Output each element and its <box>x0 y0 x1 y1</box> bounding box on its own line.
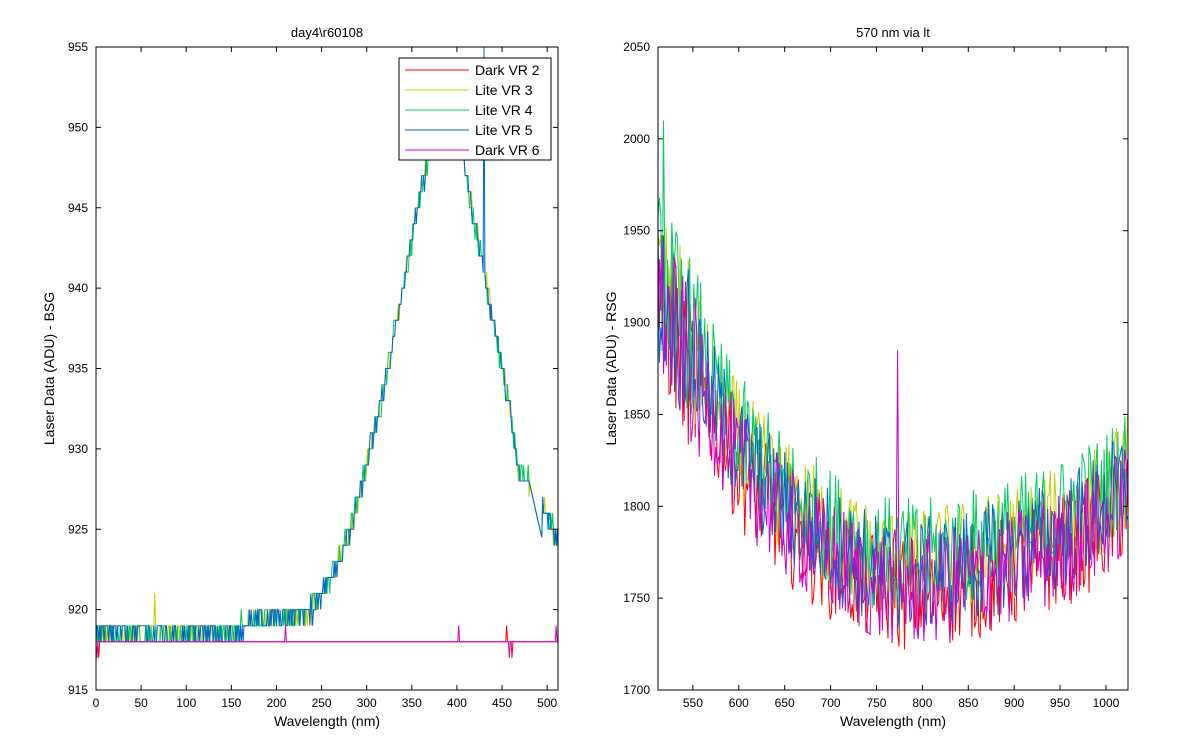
y-tick-label: 1800 <box>623 499 650 513</box>
y-axis-label: Laser Data (ADU) - RSG <box>603 291 619 445</box>
y-tick-label: 915 <box>68 683 88 697</box>
y-tick-label: 1750 <box>623 591 650 605</box>
x-tick-label: 650 <box>775 696 795 710</box>
chart-title: day4\r60108 <box>291 25 363 40</box>
legend-label: Lite VR 4 <box>475 102 533 118</box>
legend-label: Lite VR 3 <box>475 82 533 98</box>
chart-panel-1: 0 50 100 150 200 250 300 350 400 450 500 915 920 925 9… <box>41 25 559 729</box>
legend-box <box>398 57 552 161</box>
legend-label: Lite VR 5 <box>475 122 533 138</box>
x-tick-label: 200 <box>266 696 286 710</box>
x-tick-label: 400 <box>447 696 467 710</box>
x-tick-label: 350 <box>402 696 422 710</box>
x-tick-label: 100 <box>176 696 196 710</box>
x-tick-label: 50 <box>134 696 148 710</box>
y-axis-label: Laser Data (ADU) - BSG <box>41 292 57 445</box>
x-tick-label: 1000 <box>1093 696 1120 710</box>
y-tick-label: 945 <box>68 201 88 215</box>
x-tick-label: 950 <box>1050 696 1070 710</box>
x-tick-label: 600 <box>729 696 749 710</box>
x-tick-label: 550 <box>683 696 703 710</box>
legend-label: Dark VR 2 <box>475 62 540 78</box>
x-tick-label: 250 <box>312 696 332 710</box>
series-group <box>96 47 558 658</box>
series-line-magenta <box>658 238 1128 643</box>
y-tick-label: 920 <box>68 603 88 617</box>
y-tick-label: 935 <box>68 362 88 376</box>
x-tick-label: 700 <box>821 696 841 710</box>
chart-panel-2: 550 600 650 700 750 800 850 900 950 1000 1700 1750 1… <box>603 25 1129 729</box>
x-tick-label: 750 <box>866 696 886 710</box>
y-tick-label: 1700 <box>623 683 650 697</box>
x-tick-label: 300 <box>357 696 377 710</box>
axes-box <box>657 46 1129 691</box>
legend-label: Dark VR 6 <box>475 142 540 158</box>
x-tick-label: 800 <box>912 696 932 710</box>
x-tick-label: 850 <box>958 696 978 710</box>
series-line-dark-vr-6 <box>96 625 558 658</box>
series-group <box>658 120 1128 650</box>
x-axis-label: Wavelength (nm) <box>840 713 946 729</box>
y-tick-label: 940 <box>68 281 88 295</box>
x-tick-label: 900 <box>1004 696 1024 710</box>
y-tick-label: 955 <box>68 40 88 54</box>
x-tick-label: 450 <box>492 696 512 710</box>
y-tick-label: 2000 <box>623 132 650 146</box>
y-tick-label: 1900 <box>623 316 650 330</box>
y-tick-label: 2050 <box>623 40 650 54</box>
x-tick-label: 500 <box>537 696 557 710</box>
y-tick-label: 925 <box>68 522 88 536</box>
y-tick-label: 1850 <box>623 407 650 421</box>
series-line-lite-vr-5 <box>96 47 558 643</box>
y-tick-label: 950 <box>68 120 88 134</box>
x-tick-label: 0 <box>93 696 100 710</box>
y-tick-label: 1950 <box>623 224 650 238</box>
x-axis-label: Wavelength (nm) <box>274 713 380 729</box>
y-tick-label: 930 <box>68 442 88 456</box>
x-tick-label: 150 <box>221 696 241 710</box>
chart-title: 570 nm via lt <box>856 25 930 40</box>
